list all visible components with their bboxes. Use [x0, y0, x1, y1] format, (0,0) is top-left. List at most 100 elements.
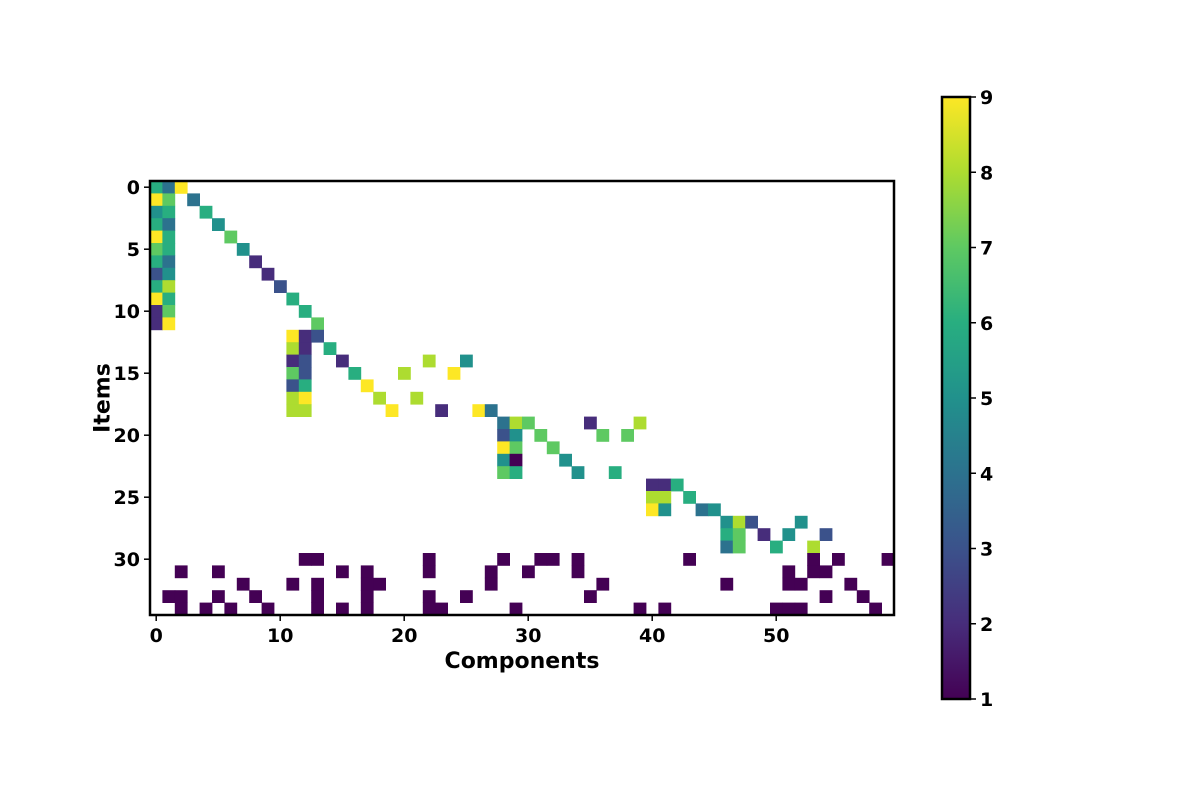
heatmap-cell: [162, 218, 176, 231]
heatmap-cell: [348, 367, 362, 380]
heatmap-cell: [460, 354, 473, 368]
heatmap-cell: [658, 503, 672, 517]
heatmap-cell: [807, 553, 820, 566]
heatmap-cell: [286, 367, 300, 380]
heatmap-cell: [298, 329, 312, 343]
y-axis-label: Items: [91, 363, 116, 433]
y-tick-label: 25: [114, 487, 140, 509]
heatmap-cell: [373, 391, 386, 405]
heatmap-cell: [670, 478, 684, 492]
heatmap-cell: [720, 540, 734, 554]
heatmap-cell: [447, 367, 461, 380]
heatmap-cell: [596, 577, 610, 591]
heatmap-cell: [150, 280, 163, 293]
heatmap-cell: [422, 602, 436, 616]
heatmap-cell: [212, 218, 225, 231]
heatmap-cell: [249, 255, 262, 269]
heatmap-cell: [236, 243, 250, 256]
heatmap-cell: [509, 602, 523, 616]
heatmap-cell: [298, 354, 312, 368]
colorbar-tick-label: 4: [980, 463, 993, 485]
heatmap-cell: [150, 181, 163, 194]
heatmap-cell: [571, 565, 585, 579]
heatmap-cell: [311, 590, 324, 603]
heatmap-cell: [646, 503, 659, 517]
heatmap-cell: [298, 404, 312, 417]
heatmap-cell: [497, 453, 510, 467]
heatmap-cell: [311, 553, 324, 566]
heatmap-cell: [150, 205, 163, 219]
heatmap-cell: [162, 280, 176, 293]
heatmap-cell: [311, 602, 324, 616]
heatmap-cell: [323, 342, 337, 355]
heatmap-cell: [162, 317, 176, 331]
heatmap-cell: [360, 565, 374, 579]
heatmap-cell: [509, 466, 523, 479]
heatmap-cell: [720, 528, 734, 541]
heatmap-cell: [150, 243, 163, 256]
heatmap-cell: [819, 565, 833, 579]
heatmap-cell: [509, 453, 523, 467]
heatmap-cell: [385, 404, 399, 417]
heatmap-cell: [497, 553, 510, 566]
heatmap-cell: [298, 391, 312, 405]
heatmap-cell: [794, 602, 808, 616]
heatmap-cell: [608, 466, 622, 479]
heatmap-cell: [422, 354, 436, 368]
heatmap-cell: [422, 590, 436, 603]
heatmap-cell: [732, 515, 746, 529]
heatmap-cells: [150, 181, 895, 616]
heatmap-cell: [311, 577, 324, 591]
colorbar-ticks: 1 2 3 4 5 6 7 8 9: [970, 87, 993, 711]
heatmap-cell: [150, 230, 163, 244]
heatmap-cell: [509, 429, 523, 442]
heatmap-cell: [174, 181, 188, 194]
heatmap-cell: [174, 602, 188, 616]
y-tick-label: 15: [114, 363, 140, 385]
heatmap-cell: [807, 565, 820, 579]
heatmap-cell: [621, 429, 634, 442]
x-tick-label: 0: [150, 625, 163, 647]
heatmap-cell: [298, 342, 312, 355]
heatmap-cell: [336, 565, 349, 579]
heatmap-cell: [224, 602, 238, 616]
colorbar-tick-label: 7: [980, 238, 993, 260]
heatmap-cell: [509, 441, 523, 455]
heatmap-cell: [311, 329, 324, 343]
heatmap-cell: [435, 602, 448, 616]
heatmap-cell: [683, 491, 696, 504]
heatmap-cell: [522, 565, 535, 579]
heatmap-cell: [336, 354, 349, 368]
colorbar-tick-label: 3: [980, 539, 993, 561]
heatmap-cell: [150, 218, 163, 231]
heatmap-cell: [497, 441, 510, 455]
heatmap-cell: [311, 317, 324, 331]
heatmap-cell: [360, 379, 374, 393]
heatmap-cell: [658, 478, 672, 492]
heatmap-cell: [534, 553, 548, 566]
heatmap-cell: [162, 243, 176, 256]
heatmap-cell: [162, 205, 176, 219]
heatmap-cell: [286, 342, 300, 355]
colorbar-tick-label: 2: [980, 614, 993, 636]
heatmap-cell: [187, 193, 200, 207]
heatmap-cell: [422, 565, 436, 579]
x-tick-label: 30: [515, 625, 541, 647]
heatmap-cell: [162, 193, 176, 207]
heatmap-cell: [286, 329, 300, 343]
heatmap-cell: [633, 416, 647, 430]
heatmap-cell: [794, 577, 808, 591]
heatmap-cell: [708, 503, 721, 517]
heatmap-cell: [497, 416, 510, 430]
y-tick-label: 20: [114, 425, 140, 447]
heatmap-cell: [261, 267, 275, 281]
heatmap-cell: [162, 305, 176, 318]
heatmap-cell: [869, 602, 882, 616]
heatmap-cell: [782, 528, 796, 541]
heatmap-cell: [286, 391, 300, 405]
heatmap-cell: [261, 602, 275, 616]
heatmap-cell: [472, 404, 486, 417]
plot-frame: [148, 179, 896, 617]
heatmap-cell: [398, 367, 411, 380]
